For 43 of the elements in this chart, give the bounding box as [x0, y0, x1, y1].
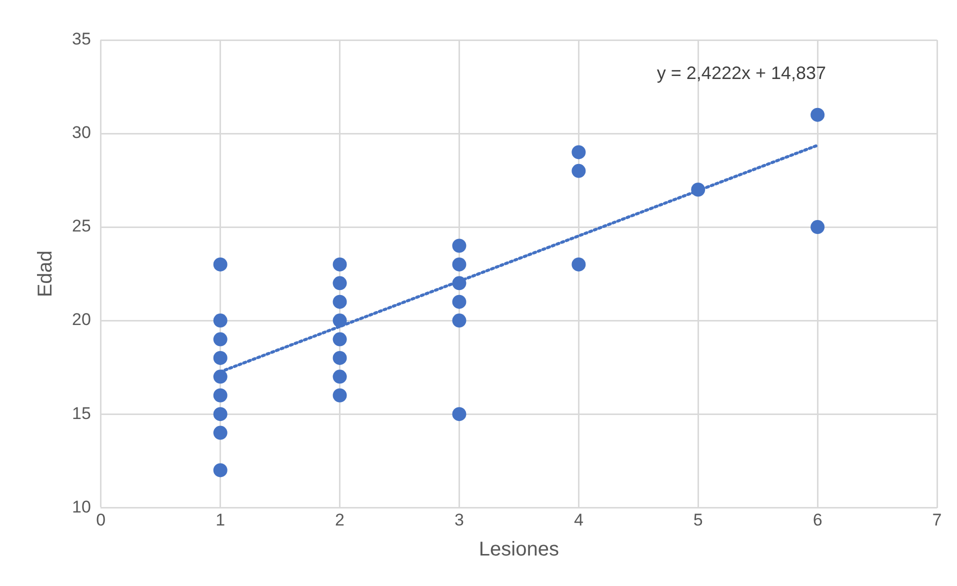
point — [213, 370, 228, 384]
point — [213, 426, 228, 440]
point — [572, 145, 586, 160]
point — [810, 108, 825, 122]
point — [332, 276, 347, 290]
point — [452, 238, 466, 253]
x-tick-label: 5 — [693, 510, 703, 530]
point — [810, 220, 825, 234]
point — [213, 350, 228, 365]
point — [452, 294, 466, 309]
point — [332, 257, 347, 272]
point — [332, 388, 347, 402]
y-axis-title: Edad — [34, 250, 57, 298]
point — [452, 407, 466, 422]
y-tick-label: 35 — [72, 30, 91, 49]
point — [332, 332, 347, 346]
point — [213, 332, 228, 346]
x-tick-label: 4 — [574, 510, 584, 530]
point — [572, 257, 586, 272]
x-tick-label: 2 — [335, 510, 345, 530]
x-tick-label: 6 — [812, 510, 822, 530]
point — [213, 463, 228, 478]
point — [332, 350, 347, 365]
x-tick-label: 0 — [96, 510, 106, 530]
point — [452, 314, 466, 328]
point — [213, 407, 228, 422]
y-tick-label: 15 — [72, 404, 91, 423]
y-tick-label: 10 — [72, 497, 91, 516]
annotation: y = 2,4222x + 14,837 — [656, 62, 826, 83]
y-tick-label: 30 — [72, 123, 91, 142]
point — [332, 294, 347, 309]
y-tick-label: 20 — [72, 310, 91, 330]
point — [332, 370, 347, 384]
x-tick-label: 3 — [454, 510, 464, 530]
point — [572, 164, 586, 178]
point — [213, 388, 228, 402]
y-tick-label: 25 — [72, 216, 91, 236]
point — [452, 257, 466, 272]
point — [213, 257, 228, 272]
point — [213, 314, 228, 328]
x-tick-label: 1 — [216, 510, 226, 530]
x-axis-title: Lesiones — [478, 538, 559, 561]
x-tick-label: 7 — [932, 510, 942, 530]
